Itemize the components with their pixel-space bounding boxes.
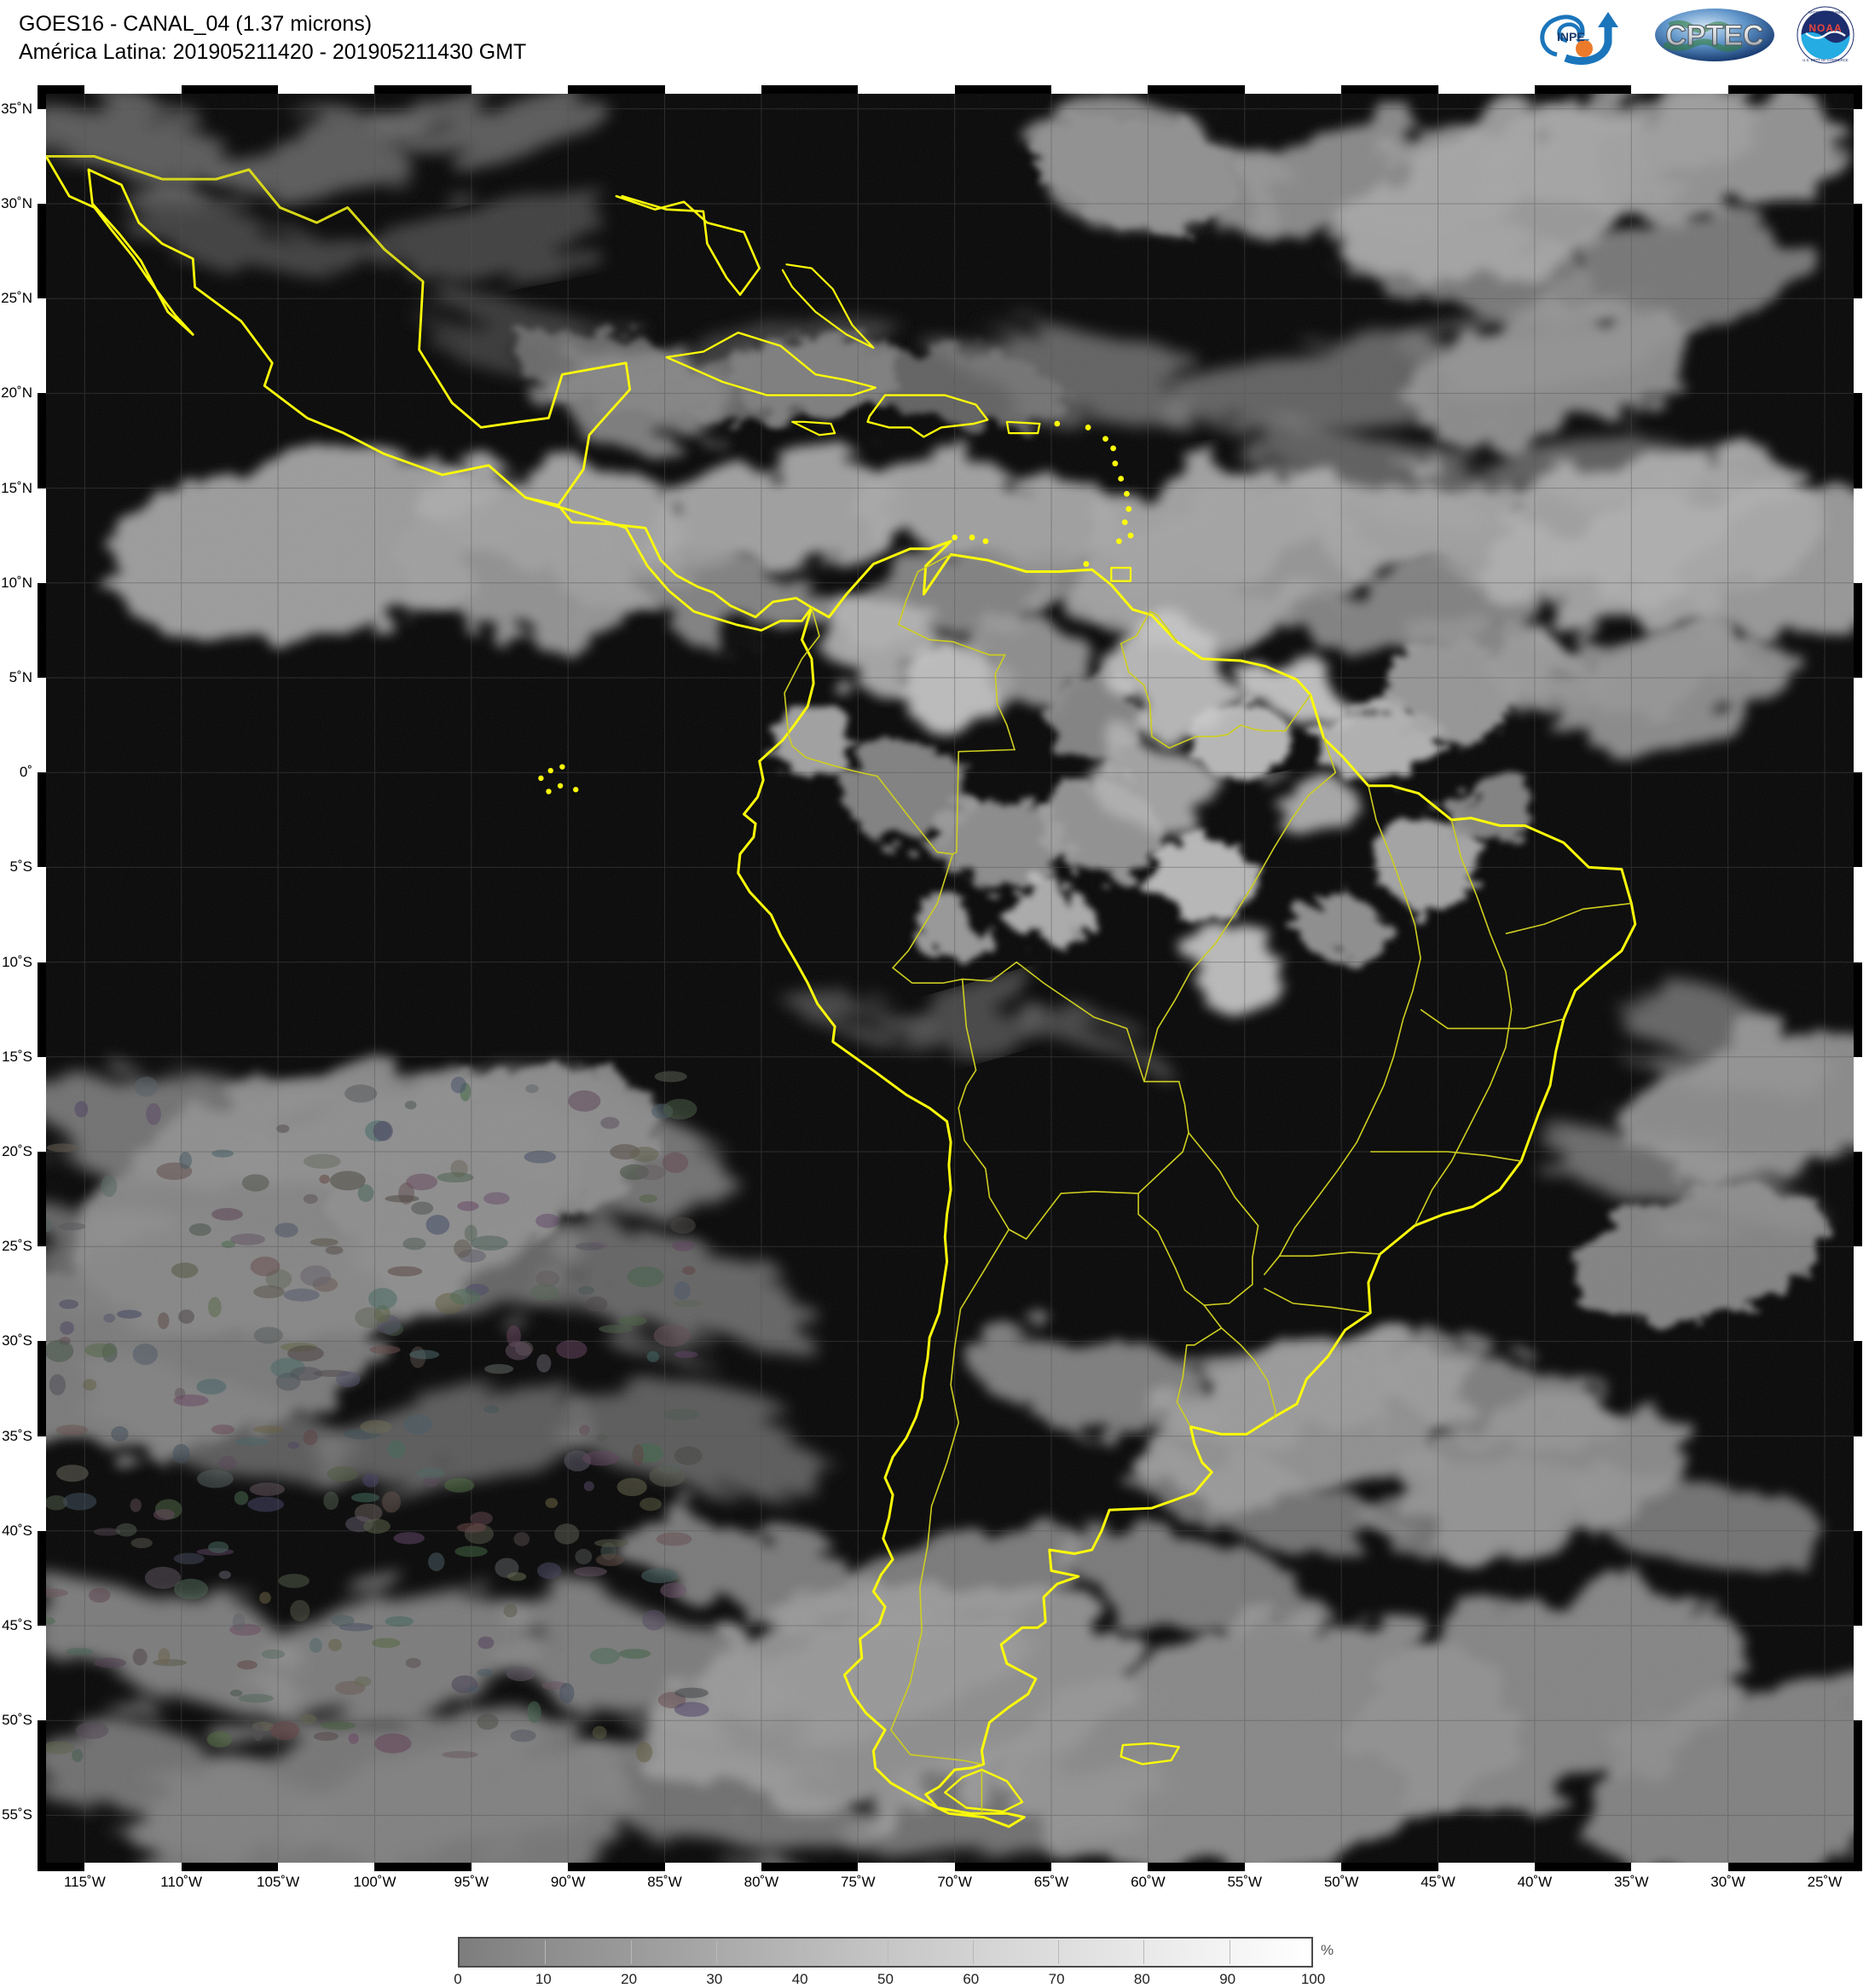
colorbar-tick-label: 40 [791,1971,808,1987]
svg-text:INPE: INPE [1557,30,1585,43]
lat-tick-label: 40˚S [2,1522,32,1539]
colorbar-tick-label: 50 [877,1971,894,1987]
lon-tick-label: 100˚W [353,1874,396,1890]
page-title: GOES16 - CANAL_04 (1.37 microns) América… [19,10,526,66]
lon-tick-label: 110˚W [160,1874,203,1890]
colorbar-tick-label: 60 [963,1971,980,1987]
lat-tick-label: 45˚S [2,1616,32,1633]
lon-tick-label: 55˚W [1227,1874,1263,1890]
lon-tick-label: 70˚W [937,1874,972,1890]
svg-text:NATIONAL OCEANIC: NATIONAL OCEANIC [1808,10,1843,14]
latitude-axis: 35˚N 30˚N 25˚N 20˚N 15˚N 10˚N 5˚N 0˚ 5˚S 10˚S 15˚S… [0,85,38,1871]
title-line-region-time: América Latina: 201905211420 - 201905211… [19,39,527,64]
lon-tick-label: 75˚W [840,1874,876,1890]
colorbar-tick-label: 30 [706,1971,723,1987]
colorbar[interactable]: 0 10 20 30 40 50 60 70 80 90 100 % [454,1937,1334,1987]
inpe-logo: INPE [1540,12,1618,65]
colorbar-unit-label: % [1321,1942,1334,1958]
lon-tick-label: 90˚W [550,1874,586,1890]
lat-tick-label: 35˚N [1,100,32,117]
colorbar-divider [972,1940,974,1964]
colorbar-tick-label: 0 [454,1971,462,1987]
lat-tick-label: 25˚N [1,290,32,307]
lon-tick-label: 25˚W [1807,1874,1843,1890]
lat-tick-label: 0˚ [19,764,32,781]
longitude-axis: 115˚W 110˚W 105˚W 100˚W 95˚W 90˚W 85˚W 80˚W 75˚W… [38,1872,1862,1901]
lon-tick-label: 60˚W [1131,1874,1166,1890]
colorbar-tick-label: 80 [1133,1971,1150,1987]
lat-tick-label: 20˚S [2,1142,32,1159]
colorbar-divider [1143,1940,1145,1964]
colorbar-divider [630,1940,632,1964]
lat-tick-label: 20˚N [1,384,32,402]
colorbar-divider [715,1940,717,1964]
lon-tick-label: 85˚W [647,1874,682,1890]
cptec-logo: CPTEC [1655,9,1774,61]
lon-tick-label: 65˚W [1033,1874,1069,1890]
lat-tick-label: 55˚S [2,1806,32,1823]
svg-text:U.S. DEPT OF COMMERCE: U.S. DEPT OF COMMERCE [1802,58,1849,62]
lat-tick-label: 25˚S [2,1238,32,1255]
colorbar-divider [801,1940,803,1964]
lon-tick-label: 40˚W [1517,1874,1553,1890]
lon-tick-label: 45˚W [1421,1874,1455,1890]
colorbar-tick-label: 100 [1300,1971,1326,1987]
lat-tick-label: 10˚S [2,953,32,970]
colorbar-tick-label: 20 [621,1971,638,1987]
lon-tick-label: 115˚W [63,1874,106,1890]
noaa-logo: NOAA NATIONAL OCEANIC U.S. DEPT OF COMME… [1797,6,1855,64]
lat-tick-label: 30˚S [2,1332,32,1349]
lat-tick-label: 50˚S [2,1712,32,1729]
title-line-satellite-channel: GOES16 - CANAL_04 (1.37 microns) [19,12,373,36]
colorbar-gradient [458,1937,1313,1968]
satellite-map[interactable] [38,85,1862,1871]
lat-tick-label: 15˚S [2,1048,32,1065]
lon-tick-label: 50˚W [1323,1874,1359,1890]
lat-tick-label: 35˚S [2,1427,32,1444]
lat-tick-label: 5˚N [9,668,32,685]
lon-tick-label: 30˚W [1710,1874,1745,1890]
lon-tick-label: 35˚W [1613,1874,1649,1890]
colorbar-divider [545,1940,547,1964]
svg-text:CPTEC: CPTEC [1665,20,1763,52]
lat-tick-label: 5˚S [9,858,32,876]
colorbar-tick-label: 10 [535,1971,552,1987]
map-frame [38,85,1862,1871]
lat-tick-label: 15˚N [1,479,32,496]
satellite-imagery [46,94,1854,1863]
map-canvas[interactable] [46,94,1854,1863]
lon-tick-label: 80˚W [744,1874,779,1890]
colorbar-tick-label: 90 [1219,1971,1236,1987]
lon-tick-label: 105˚W [257,1874,300,1890]
agency-logo-bar: INPE CPTEC NOAA NATIONAL OCEANIC [1531,3,1855,66]
lat-tick-label: 30˚N [1,194,32,211]
svg-text:NOAA: NOAA [1808,22,1842,34]
lon-tick-label: 95˚W [454,1874,489,1890]
lat-tick-label: 10˚N [1,574,32,591]
colorbar-tick-label: 70 [1048,1971,1065,1987]
colorbar-divider [1058,1940,1060,1964]
